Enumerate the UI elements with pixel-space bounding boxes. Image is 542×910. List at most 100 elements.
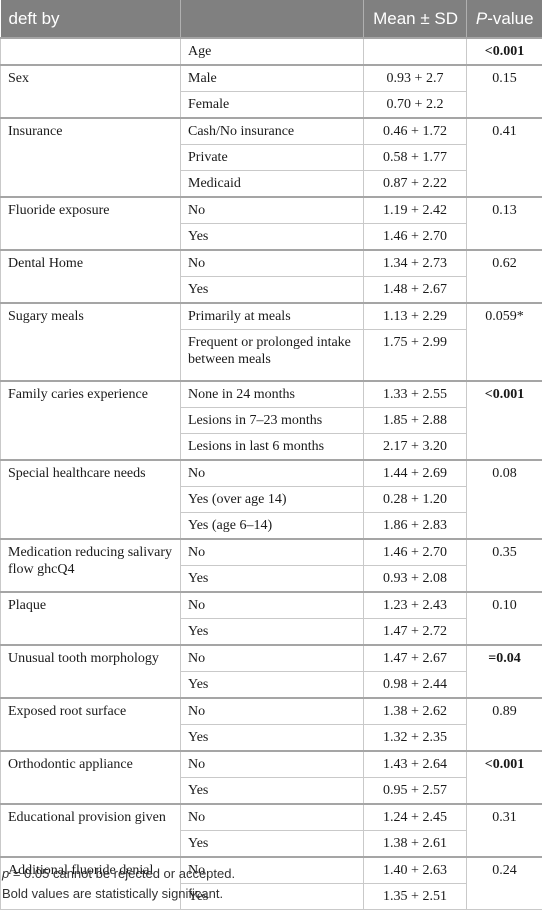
p-value-cell: <0.001 — [467, 381, 542, 460]
category-cell: No — [181, 539, 364, 566]
category-cell: Yes — [181, 831, 364, 858]
mean-sd-cell: 1.34 + 2.73 — [364, 250, 467, 277]
footnote-p: p = 0.05 cannot be rejected or accepted. — [2, 866, 235, 881]
category-cell: Yes — [181, 725, 364, 752]
variable-cell: Medication reducing salivary flow ghcQ4 — [1, 539, 181, 592]
mean-sd-cell: 1.33 + 2.55 — [364, 381, 467, 408]
category-cell: Lesions in last 6 months — [181, 434, 364, 461]
mean-sd-cell: 1.46 + 2.70 — [364, 539, 467, 566]
category-cell: Female — [181, 92, 364, 119]
p-value-cell: 0.15 — [467, 65, 542, 118]
mean-sd-cell: 1.86 + 2.83 — [364, 513, 467, 540]
category-cell: No — [181, 645, 364, 672]
p-value-cell: 0.35 — [467, 539, 542, 592]
mean-sd-cell: 0.28 + 1.20 — [364, 487, 467, 513]
variable-cell: Sex — [1, 65, 181, 118]
variable-cell: Family caries experience — [1, 381, 181, 460]
mean-sd-cell: 1.35 + 2.51 — [364, 884, 467, 910]
variable-cell: Sugary meals — [1, 303, 181, 381]
mean-sd-cell: 1.38 + 2.61 — [364, 831, 467, 858]
variable-cell: Additional fluoride denial — [1, 857, 181, 910]
header-p-rest: -value — [487, 9, 533, 28]
p-value-cell: =0.04 — [467, 645, 542, 698]
category-cell: None in 24 months — [181, 381, 364, 408]
p-value-cell: 0.24 — [467, 857, 542, 910]
category-cell: Lesions in 7–23 months — [181, 408, 364, 434]
mean-sd-cell: 1.13 + 2.29 — [364, 303, 467, 330]
category-cell: Yes — [181, 566, 364, 593]
category-cell: Yes — [181, 672, 364, 699]
mean-sd-cell: 1.43 + 2.64 — [364, 751, 467, 778]
variable-cell: Insurance — [1, 118, 181, 197]
p-value-cell: 0.059* — [467, 303, 542, 381]
footnote-p-text: = 0.05 cannot be rejected or accepted. — [9, 866, 235, 881]
mean-sd-cell: 1.46 + 2.70 — [364, 224, 467, 251]
header-category — [181, 0, 364, 38]
mean-sd-cell: 1.85 + 2.88 — [364, 408, 467, 434]
footnote-bold: Bold values are statistically significan… — [2, 886, 223, 901]
p-value-cell: 0.62 — [467, 250, 542, 303]
table-header-row: deft by Mean ± SD P-value — [1, 0, 542, 38]
header-mean-sd: Mean ± SD — [364, 0, 467, 38]
variable-cell: Plaque — [1, 592, 181, 645]
category-cell: Private — [181, 145, 364, 171]
mean-sd-cell: 1.44 + 2.69 — [364, 460, 467, 487]
category-cell: Yes (age 6–14) — [181, 513, 364, 540]
p-value-cell: <0.001 — [467, 751, 542, 804]
p-value-cell: 0.41 — [467, 118, 542, 197]
mean-sd-cell: 0.98 + 2.44 — [364, 672, 467, 699]
variable-cell: Educational provision given — [1, 804, 181, 857]
mean-sd-cell: 1.23 + 2.43 — [364, 592, 467, 619]
variable-cell: Exposed root surface — [1, 698, 181, 751]
mean-sd-cell: 1.48 + 2.67 — [364, 277, 467, 304]
mean-sd-cell: 0.93 + 2.7 — [364, 65, 467, 92]
variable-cell: Fluoride exposure — [1, 197, 181, 250]
p-value-cell: <0.001 — [467, 38, 542, 65]
p-value-cell: 0.89 — [467, 698, 542, 751]
category-cell: Male — [181, 65, 364, 92]
category-cell: Primarily at meals — [181, 303, 364, 330]
variable-cell: Special healthcare needs — [1, 460, 181, 539]
category-cell: No — [181, 751, 364, 778]
header-p-italic: P — [476, 9, 487, 28]
category-cell: No — [181, 698, 364, 725]
mean-sd-cell: 1.32 + 2.35 — [364, 725, 467, 752]
category-cell: Yes — [181, 619, 364, 646]
category-cell: No — [181, 460, 364, 487]
mean-sd-cell: 0.58 + 1.77 — [364, 145, 467, 171]
p-value-cell: 0.10 — [467, 592, 542, 645]
category-cell: Yes (over age 14) — [181, 487, 364, 513]
mean-sd-cell: 0.95 + 2.57 — [364, 778, 467, 805]
mean-sd-cell: 2.17 + 3.20 — [364, 434, 467, 461]
header-p-value: P-value — [467, 0, 542, 38]
mean-sd-cell: 1.47 + 2.67 — [364, 645, 467, 672]
category-cell: Yes — [181, 277, 364, 304]
table-row: Age <0.001 — [1, 38, 542, 65]
p-value-cell: 0.13 — [467, 197, 542, 250]
category-cell: No — [181, 197, 364, 224]
variable-cell: Unusual tooth morphology — [1, 645, 181, 698]
mean-sd-cell — [364, 38, 467, 65]
mean-sd-cell: 0.87 + 2.22 — [364, 171, 467, 198]
mean-sd-cell: 1.47 + 2.72 — [364, 619, 467, 646]
p-value-cell: 0.31 — [467, 804, 542, 857]
p-value-cell: 0.08 — [467, 460, 542, 539]
mean-sd-cell: 1.75 + 2.99 — [364, 330, 467, 382]
mean-sd-cell: 1.19 + 2.42 — [364, 197, 467, 224]
category-cell: Age — [181, 38, 364, 65]
mean-sd-cell: 0.46 + 1.72 — [364, 118, 467, 145]
category-cell: Yes — [181, 224, 364, 251]
